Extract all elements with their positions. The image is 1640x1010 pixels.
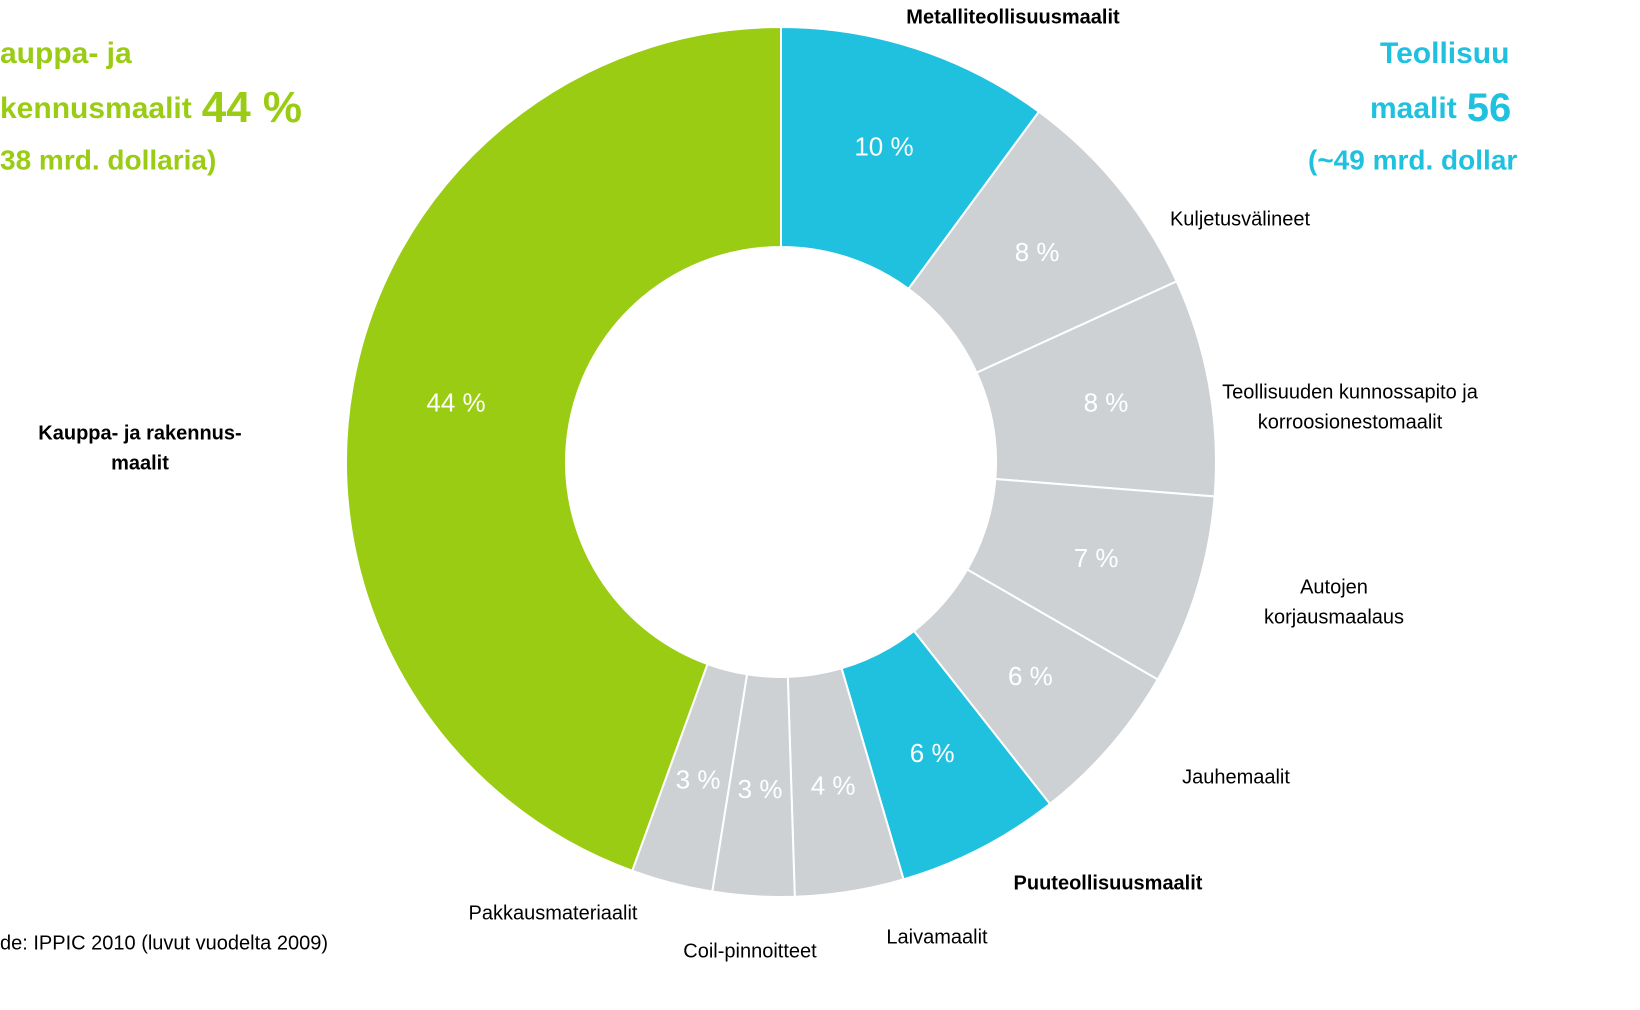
category-label: Teollisuuden kunnossapito ja xyxy=(1222,381,1479,403)
value-label: 6 % xyxy=(910,738,955,768)
category-label: Pakkausmateriaalit xyxy=(469,902,638,924)
category-label: Jauhemaalit xyxy=(1182,766,1290,788)
value-label: 10 % xyxy=(854,131,913,161)
heading-text: maalit xyxy=(1370,92,1457,125)
heading-share: 44 % xyxy=(202,83,302,132)
category-label: Kuljetusvälineet xyxy=(1170,208,1311,230)
heading-line: auppa- ja xyxy=(0,37,132,70)
value-label: 7 % xyxy=(1074,543,1119,573)
heading-line: (~49 mrd. dollar xyxy=(1308,144,1517,175)
heading-share: 56 xyxy=(1467,86,1512,130)
heading-line: 38 mrd. dollaria) xyxy=(0,144,216,175)
category-label: korjausmaalaus xyxy=(1264,606,1404,628)
heading-line: Teollisuu xyxy=(1380,37,1509,70)
value-label: 4 % xyxy=(811,771,856,801)
value-label: 8 % xyxy=(1084,388,1129,418)
category-label: Puuteollisuusmaalit xyxy=(1014,872,1203,894)
heading-line: maalit 56 xyxy=(1370,86,1511,130)
value-label: 3 % xyxy=(676,764,721,794)
donut-segment xyxy=(345,25,782,873)
category-label: Coil-pinnoitteet xyxy=(683,940,817,962)
right-heading: Teollisuu maalit 56 (~49 mrd. dollar xyxy=(1308,37,1517,175)
value-label: 8 % xyxy=(1015,237,1060,267)
left-heading: auppa- ja kennusmaalit 44 % 38 mrd. dolla… xyxy=(0,37,302,175)
category-label: Autojen xyxy=(1300,576,1368,598)
category-label: Metalliteollisuusmaalit xyxy=(906,6,1120,28)
value-label: 44 % xyxy=(426,388,485,418)
source: de: IPPIC 2010 (luvut vuodelta 2009) xyxy=(0,932,328,954)
category-label: Kauppa- ja rakennus- xyxy=(38,422,241,444)
category-label: Laivamaalit xyxy=(886,926,988,948)
category-label: maalit xyxy=(111,452,169,474)
category-label: korroosionestomaalit xyxy=(1258,411,1443,433)
value-label: 6 % xyxy=(1008,661,1053,691)
heading-line: kennusmaalit 44 % xyxy=(0,83,302,132)
heading-text: kennusmaalit xyxy=(0,92,192,125)
value-label: 3 % xyxy=(738,774,783,804)
